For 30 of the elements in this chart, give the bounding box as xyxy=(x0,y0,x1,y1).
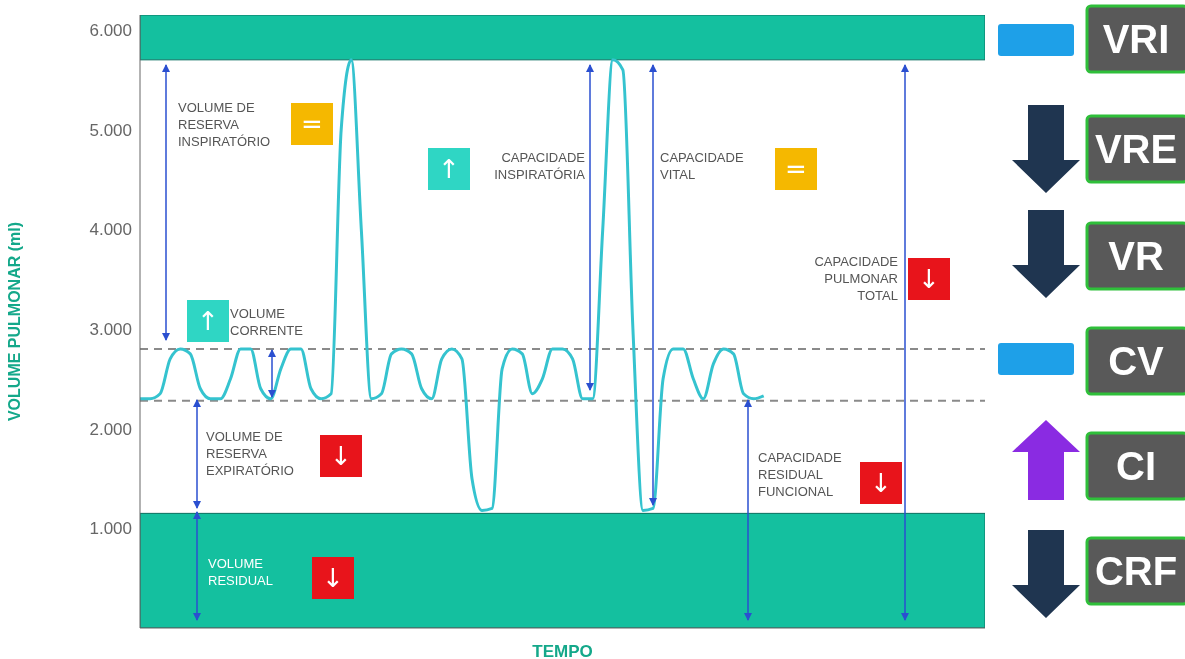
annotation: ↓ xyxy=(322,563,344,593)
y-tick-label: 5.000 xyxy=(89,120,132,140)
text: CI xyxy=(1116,444,1156,488)
annotation: VOLUME DE RESERVA INSPIRATÓRIO xyxy=(178,100,271,149)
text: CRF xyxy=(1094,549,1178,593)
text: VR xyxy=(1108,234,1164,278)
text: VRE xyxy=(1094,127,1178,171)
annotation: CAPACIDADE PULMONAR TOTAL xyxy=(814,254,899,303)
y-tick-label: 6.000 xyxy=(89,20,132,40)
annotation: = xyxy=(785,154,807,184)
y-tick-label: 4.000 xyxy=(89,220,132,240)
annotation: VOLUME RESIDUAL xyxy=(208,556,274,588)
annotation: VOLUME DE RESERVA EXPIRATÓRIO xyxy=(206,429,294,478)
text: CV xyxy=(1108,339,1165,383)
annotation: ↓ xyxy=(918,264,940,294)
text: VRI xyxy=(1102,17,1170,61)
y-tick-label: 3.000 xyxy=(89,320,132,340)
annotation: VOLUME CORRENTE xyxy=(230,306,304,338)
x-axis-title: TEMPO xyxy=(532,642,593,659)
annotation: CAPACIDADE VITAL xyxy=(660,150,744,182)
annotation: CAPACIDADE INSPIRATÓRIA xyxy=(494,150,586,182)
y-axis-title: VOLUME PULMONAR (ml) xyxy=(5,221,23,422)
y-tick-label: 2.000 xyxy=(89,419,132,439)
annotation: = xyxy=(301,109,323,139)
annotation: ↓ xyxy=(330,441,352,471)
y-tick-label: 1.000 xyxy=(89,519,132,539)
annotation: ↑ xyxy=(438,154,460,184)
annotation: ↑ xyxy=(197,306,219,336)
annotation: ↓ xyxy=(870,468,892,498)
annotation: CAPACIDADE RESIDUAL FUNCIONAL xyxy=(758,450,842,499)
